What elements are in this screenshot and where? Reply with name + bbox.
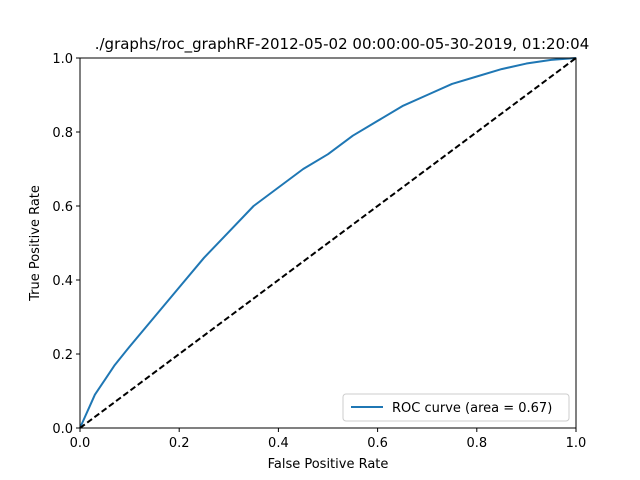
plot-area	[79, 57, 577, 429]
x-axis-ticks: 0.0 0.2 0.4 0.6 0.8 1.0	[70, 428, 587, 451]
x-tick-label: 1.0	[566, 436, 587, 451]
x-tick-label: 0.6	[367, 436, 388, 451]
x-tick-label: 0.2	[169, 436, 190, 451]
x-tick-label: 0.0	[70, 436, 91, 451]
y-axis-label: True Positive Rate	[28, 185, 43, 302]
x-tick-label: 0.4	[268, 436, 289, 451]
legend: ROC curve (area = 0.67)	[342, 393, 570, 422]
chart-title: ./graphs/roc_graphRF-2012-05-02 00:00:00…	[95, 35, 590, 54]
y-tick-label: 0.6	[52, 200, 73, 215]
y-tick-label: 1.0	[52, 52, 73, 67]
roc-curve-line	[79, 57, 577, 429]
y-tick-label: 0.8	[52, 126, 73, 141]
legend-label: ROC curve (area = 0.67)	[392, 401, 552, 416]
y-axis-ticks: 0.0 0.2 0.4 0.6 0.8 1.0	[52, 52, 80, 437]
plot-frame	[79, 57, 577, 429]
chance-diagonal-line	[79, 57, 577, 429]
y-tick-label: 0.4	[52, 274, 73, 289]
x-axis-label: False Positive Rate	[268, 457, 389, 472]
legend-box	[342, 393, 570, 422]
x-tick-label: 0.8	[466, 436, 487, 451]
y-tick-label: 0.2	[52, 348, 73, 363]
y-tick-label: 0.0	[52, 422, 73, 437]
